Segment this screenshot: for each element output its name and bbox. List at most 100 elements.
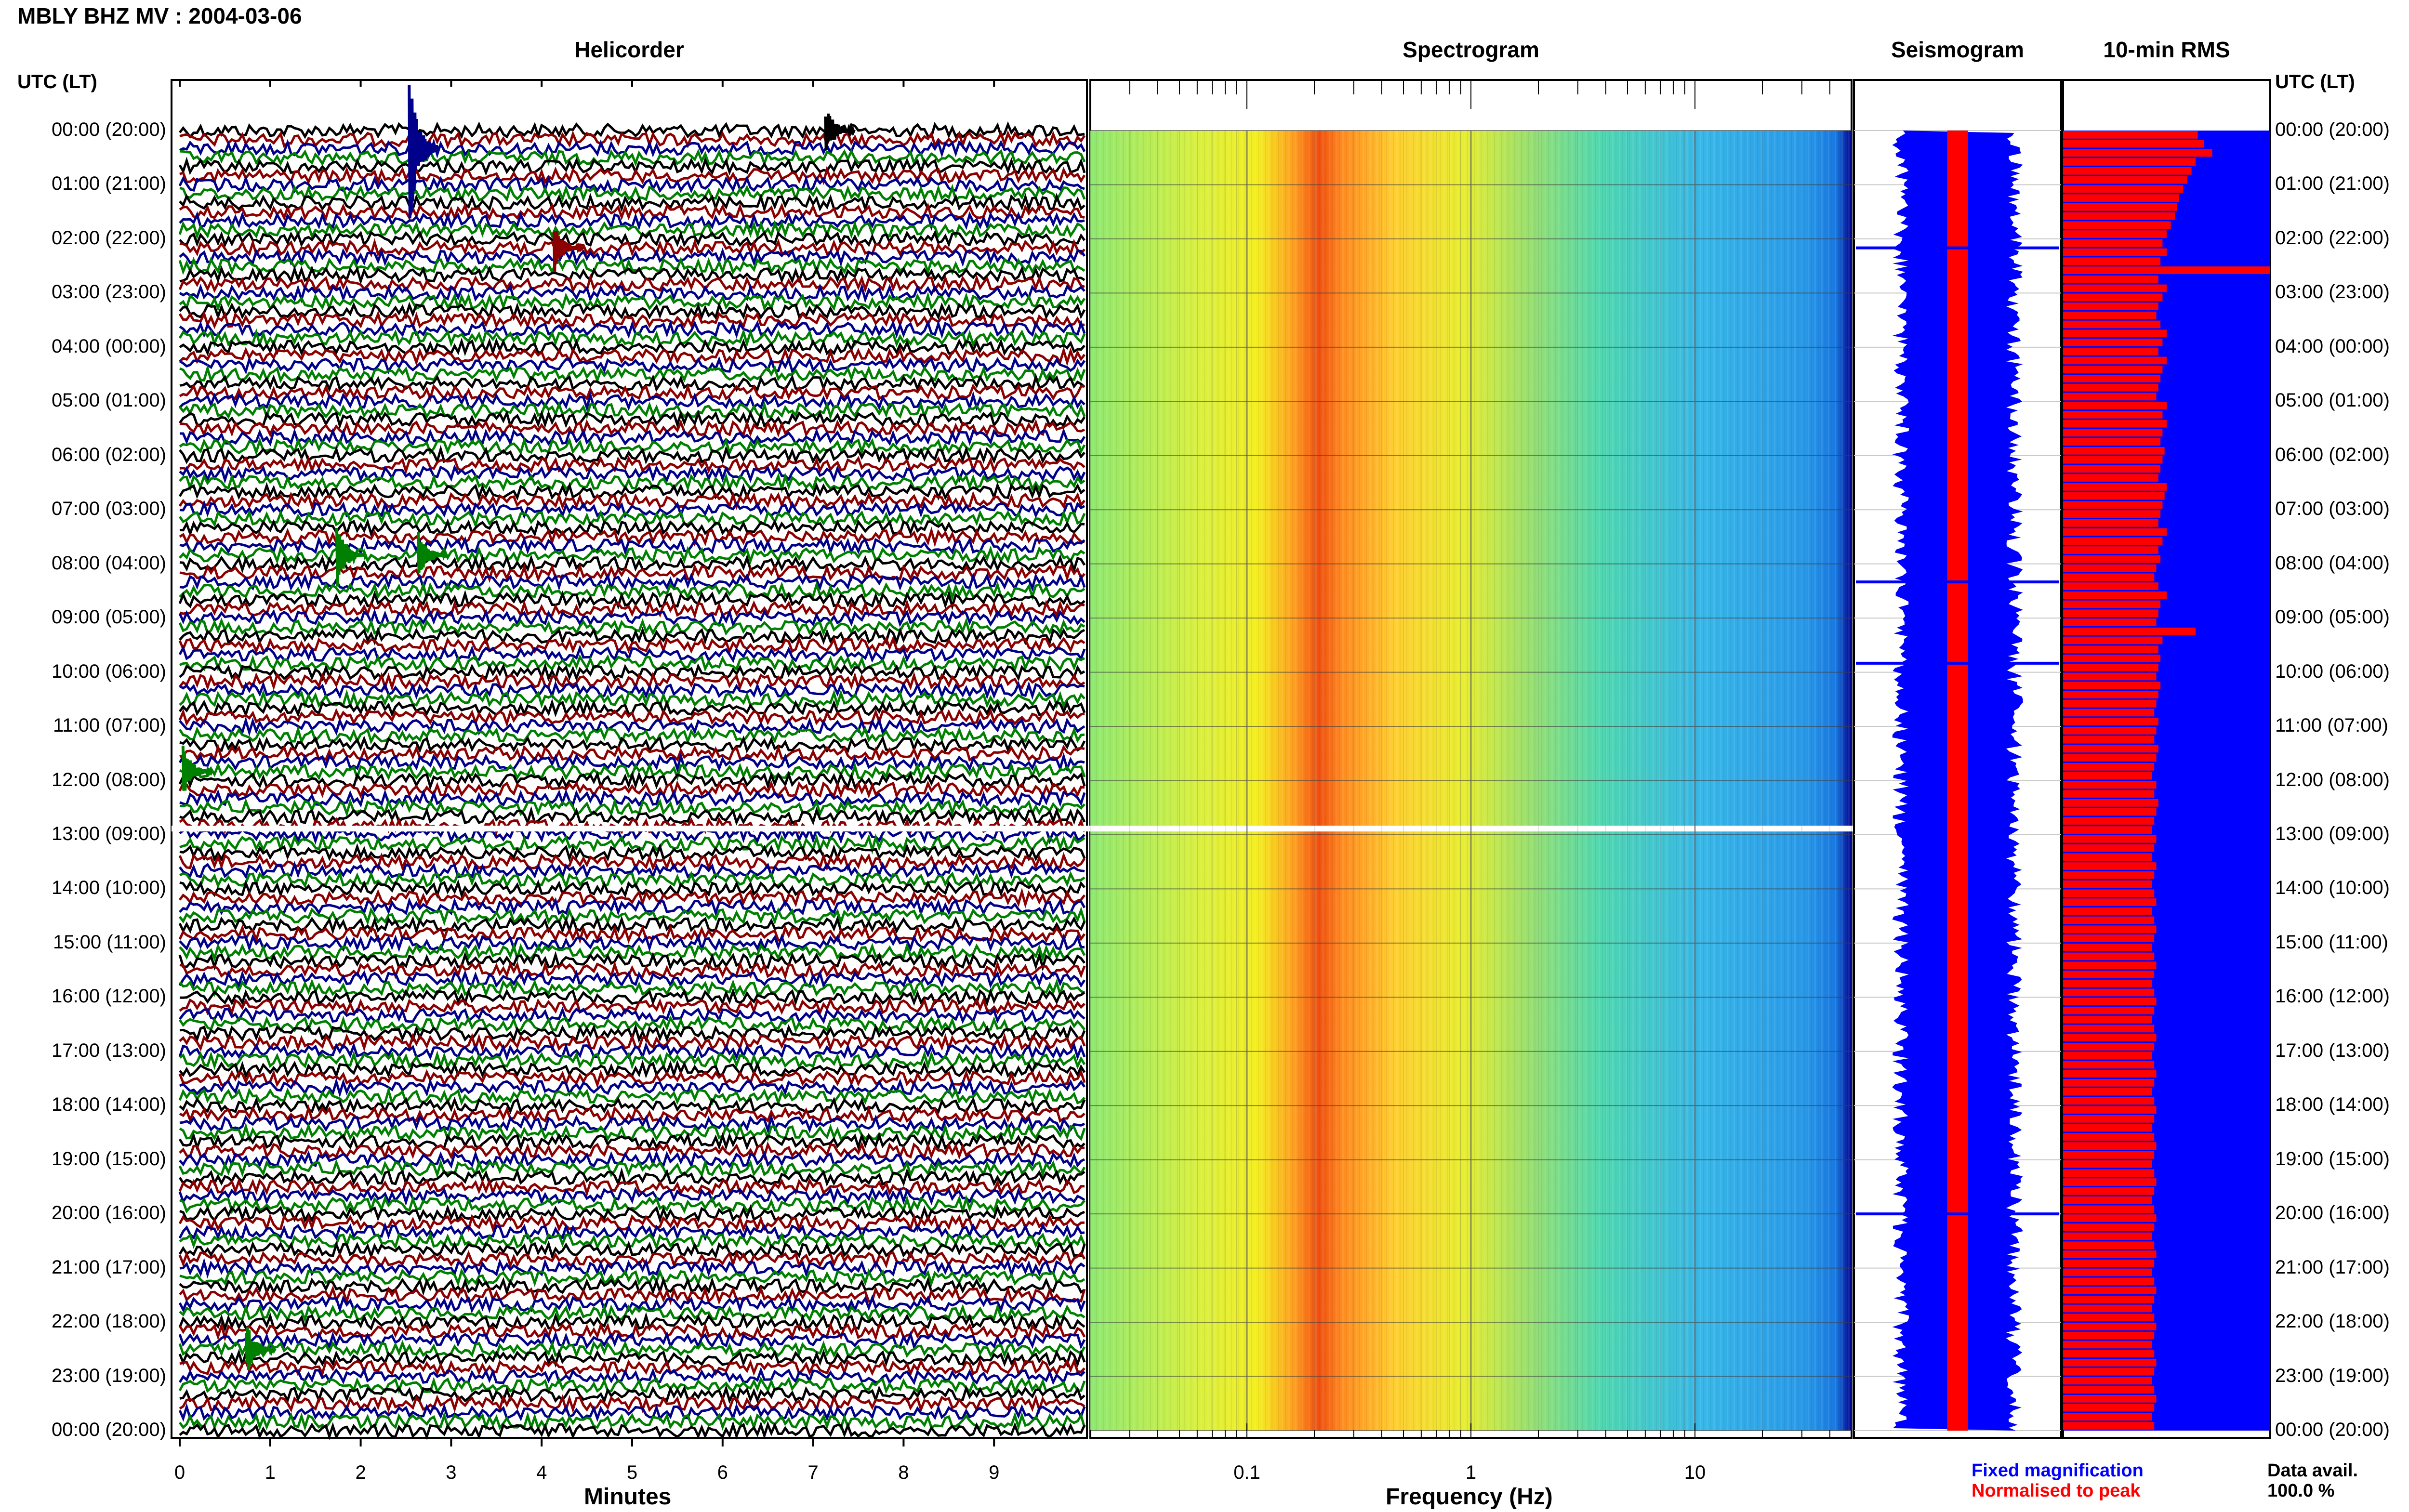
time-label-left: 03:00 (23:00) <box>52 281 166 303</box>
helicorder-trace <box>179 1077 1086 1098</box>
rms-bar <box>2063 1341 2152 1349</box>
rms-bar <box>2063 1386 2155 1394</box>
helicorder-trace <box>179 445 1085 465</box>
time-label-right: 11:00 (07:00) <box>2275 715 2388 736</box>
time-label-right: 01:00 (21:00) <box>2275 173 2390 195</box>
rms-bar <box>2063 1061 2155 1069</box>
rms-bar <box>2063 1304 2152 1313</box>
rms-bar <box>2063 131 2198 139</box>
helicorder-trace <box>179 472 1085 494</box>
time-label-left: 06:00 (02:00) <box>52 444 166 465</box>
rms-bar <box>2063 655 2161 662</box>
helicorder-trace <box>178 635 1085 655</box>
helicorder-trace <box>179 1268 1085 1287</box>
rms-bar <box>2063 537 2163 545</box>
rms-bar <box>2063 140 2204 148</box>
spectrogram-panel <box>172 79 2061 1439</box>
rms-bar <box>2063 176 2187 184</box>
helicorder-trace <box>179 238 1085 258</box>
rms-bar <box>2063 1043 2155 1051</box>
rms-bar <box>2063 1295 2155 1303</box>
rms-bar <box>2063 438 2161 446</box>
time-label-right: 18:00 (14:00) <box>2275 1094 2390 1116</box>
rms-bar <box>2063 1404 2155 1412</box>
helicorder-trace <box>179 1122 1086 1143</box>
time-label-right: 00:00 (20:00) <box>2275 119 2390 140</box>
helicorder-event <box>181 746 213 791</box>
helicorder-trace <box>179 626 1085 646</box>
rms-bar <box>2063 564 2157 572</box>
rms-bar <box>2063 826 2152 834</box>
time-label-right: 09:00 (05:00) <box>2275 606 2390 628</box>
rms-bar <box>2063 663 2158 671</box>
time-label-right: 06:00 (02:00) <box>2275 444 2390 465</box>
time-label-right: 21:00 (17:00) <box>2275 1256 2390 1278</box>
helicorder-trace <box>179 148 1086 168</box>
helicorder-trace <box>178 852 1086 872</box>
helicorder-trace <box>178 1213 1085 1233</box>
helicorder-trace <box>178 256 1085 276</box>
helicorder-trace <box>179 716 1085 737</box>
rms-bar <box>2063 1169 2155 1177</box>
helicorder-panel <box>171 79 1088 1446</box>
time-label-left: 12:00 (08:00) <box>52 769 166 790</box>
rms-bar <box>2063 302 2158 310</box>
helicorder-event <box>552 231 584 272</box>
helicorder-trace <box>179 572 1086 592</box>
helicorder-trace <box>178 1240 1086 1260</box>
helicorder-trace <box>179 455 1085 475</box>
rms-bar <box>2063 817 2155 825</box>
minute-tick-label: 9 <box>989 1462 1000 1483</box>
helicorder-trace <box>179 870 1085 890</box>
helicorder-trace <box>179 436 1086 456</box>
helicorder-trace <box>178 924 1086 944</box>
helicorder-trace <box>178 780 1085 800</box>
helicorder-trace <box>178 725 1085 745</box>
helicorder-trace <box>178 157 1086 177</box>
rms-bar <box>2063 799 2158 807</box>
helicorder-trace <box>179 1394 1085 1414</box>
rms-bar <box>2063 329 2167 338</box>
helicorder-trace <box>178 220 1086 240</box>
helicorder-trace <box>179 1232 1086 1251</box>
helicorder-trace <box>178 409 1086 430</box>
time-label-right: 12:00 (08:00) <box>2275 769 2390 790</box>
rms-bar <box>2063 736 2155 744</box>
legend-fixed-magnification: Fixed magnification <box>1972 1460 2144 1481</box>
helicorder-trace <box>179 861 1085 881</box>
helicorder-trace <box>179 536 1085 556</box>
rms-bar <box>2063 871 2155 879</box>
time-label-right: 13:00 (09:00) <box>2275 823 2390 844</box>
helicorder-trace <box>178 970 1086 988</box>
rms-bar <box>2063 727 2157 735</box>
rms-bar <box>2063 257 2161 265</box>
time-label-left: 16:00 (12:00) <box>52 986 166 1007</box>
helicorder-trace <box>179 1050 1086 1070</box>
rms-bar <box>2063 1323 2157 1330</box>
helicorder-trace <box>179 419 1085 438</box>
rms-bar <box>2063 1214 2157 1222</box>
helicorder-trace <box>179 291 1086 313</box>
time-label-left: 02:00 (22:00) <box>52 227 166 249</box>
seismogram-panel <box>1853 79 2062 1439</box>
rms-bar <box>2063 745 2158 753</box>
rms-bar <box>2063 763 2155 771</box>
rms-bar <box>2063 609 2158 618</box>
helicorder-trace <box>179 942 1086 963</box>
helicorder-trace <box>179 545 1085 565</box>
time-label-left: 00:00 (20:00) <box>52 1419 166 1440</box>
page-title: MBLY BHZ MV : 2004-03-06 <box>17 3 302 28</box>
rms-bar <box>2063 1070 2157 1078</box>
rms-bar <box>2063 1088 2152 1096</box>
helicorder-title: Helicorder <box>574 37 684 62</box>
rms-bar <box>2063 1350 2155 1358</box>
time-label-right: 17:00 (13:00) <box>2275 1039 2390 1061</box>
helicorder-trace <box>179 879 1085 899</box>
helicorder-trace <box>178 644 1086 663</box>
helicorder-trace <box>179 165 1086 186</box>
minute-tick-label: 3 <box>446 1462 457 1483</box>
rms-bar <box>2063 998 2157 1006</box>
helicorder-event <box>245 1327 277 1370</box>
helicorder-trace <box>179 356 1086 375</box>
time-label-left: 00:00 (20:00) <box>52 119 166 140</box>
